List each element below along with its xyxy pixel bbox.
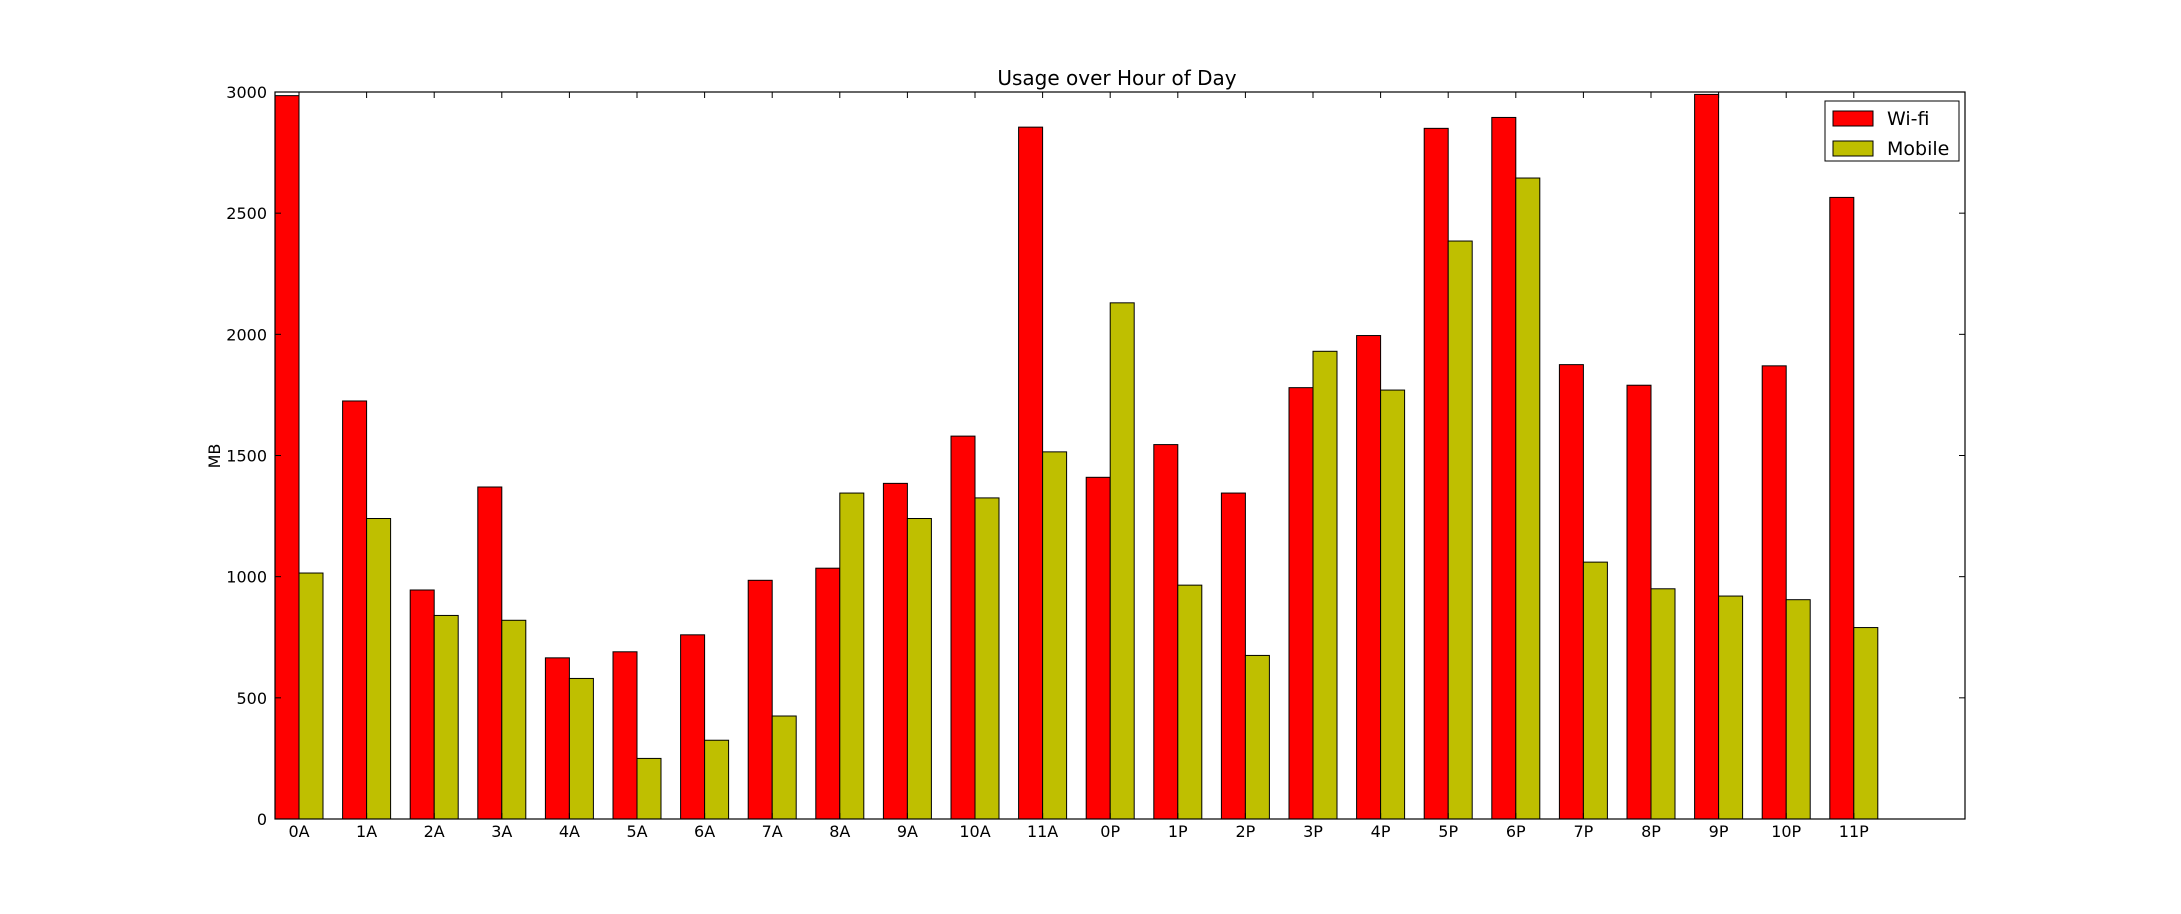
bar-mobile-2P — [1244, 654, 1270, 820]
x-tick-label: 3A — [491, 822, 512, 841]
x-tick-label: 3P — [1303, 822, 1323, 841]
bar-wi-fi-4A — [544, 657, 570, 820]
bar-wi-fi-9A — [882, 482, 908, 820]
bar-wi-fi-8P — [1626, 384, 1652, 820]
x-tick-label: 11A — [1027, 822, 1058, 841]
bar-wi-fi-11P — [1829, 196, 1855, 820]
x-tick-label: 5A — [626, 822, 647, 841]
bar-mobile-10P — [1785, 599, 1811, 820]
bar-wi-fi-4P — [1356, 335, 1382, 820]
y-tick-label: 2000 — [226, 325, 267, 344]
x-tick-label: 7P — [1573, 822, 1593, 841]
bar-mobile-6A — [704, 739, 730, 820]
bar-wi-fi-1A — [342, 400, 368, 820]
plot-frame — [274, 91, 1966, 820]
x-tick-label: 10P — [1771, 822, 1801, 841]
bar-wi-fi-3A — [477, 486, 503, 820]
bar-mobile-11A — [1042, 451, 1068, 820]
bar-mobile-0P — [1109, 302, 1135, 820]
bar-mobile-3P — [1312, 350, 1338, 820]
y-tick-label: 0 — [257, 810, 267, 829]
bar-wi-fi-5A — [612, 651, 638, 820]
x-tick-label: 6P — [1506, 822, 1526, 841]
bar-mobile-11P — [1853, 627, 1879, 820]
x-tick-label: 0A — [288, 822, 309, 841]
bar-wi-fi-11A — [1018, 126, 1044, 820]
bar-mobile-1P — [1177, 584, 1203, 820]
bar-wi-fi-10P — [1761, 365, 1787, 820]
legend-label-wi-fi: Wi-fi — [1887, 108, 1929, 130]
bar-wi-fi-9P — [1694, 93, 1720, 820]
bar-wi-fi-5P — [1423, 127, 1449, 820]
bar-wi-fi-0A — [274, 95, 300, 820]
bar-wi-fi-2A — [409, 589, 435, 820]
bar-wi-fi-8A — [815, 567, 841, 820]
x-tick-label: 4A — [559, 822, 580, 841]
x-tick-label: 2P — [1235, 822, 1255, 841]
y-tick-label: 2500 — [226, 204, 267, 223]
bar-mobile-2A — [433, 614, 459, 820]
x-tick-label: 9A — [897, 822, 918, 841]
axis-ticks: 0A 1A 2A 3A 4A 5A 6A 7A 8A 9A 10A 11A 0P 1P 2P 3P 4P 5P 6P… — [226, 83, 1965, 841]
x-tick-label: 9P — [1709, 822, 1729, 841]
bar-mobile-5A — [636, 757, 662, 820]
bar-mobile-9P — [1718, 595, 1744, 820]
x-tick-label: 2A — [424, 822, 445, 841]
bar-mobile-8A — [839, 492, 865, 820]
bar-wi-fi-6A — [680, 634, 706, 820]
legend-swatch-mobile — [1832, 140, 1874, 157]
bar-mobile-0A — [298, 572, 324, 820]
bar-mobile-9A — [906, 518, 932, 820]
bar-wi-fi-1P — [1153, 444, 1179, 820]
y-tick-label: 1000 — [226, 568, 267, 587]
bar-mobile-8P — [1650, 588, 1676, 820]
x-tick-label: 11P — [1839, 822, 1869, 841]
bar-mobile-5P — [1447, 240, 1473, 820]
bar-mobile-10A — [974, 497, 1000, 820]
bar-wi-fi-10A — [950, 435, 976, 820]
x-tick-label: 5P — [1438, 822, 1458, 841]
bar-wi-fi-7A — [747, 579, 773, 820]
bar-mobile-7A — [771, 715, 797, 820]
x-tick-label: 0P — [1100, 822, 1120, 841]
bar-mobile-1A — [366, 518, 392, 820]
bar-mobile-4A — [568, 677, 594, 820]
bar-mobile-3A — [501, 619, 527, 820]
bar-wi-fi-6P — [1491, 116, 1517, 820]
y-tick-label: 500 — [236, 689, 267, 708]
bar-mobile-4P — [1380, 389, 1406, 820]
legend-label-mobile: Mobile — [1887, 138, 1949, 160]
bar-mobile-6P — [1515, 177, 1541, 820]
x-tick-label: 1A — [356, 822, 377, 841]
y-axis-label: MB — [205, 444, 224, 469]
bar-mobile-7P — [1582, 561, 1608, 820]
x-tick-label: 4P — [1371, 822, 1391, 841]
bar-wi-fi-7P — [1558, 364, 1584, 820]
legend-swatch-wi-fi — [1832, 110, 1874, 127]
x-tick-label: 6A — [694, 822, 715, 841]
y-tick-label: 1500 — [226, 447, 267, 466]
legend: Wi-fi Mobile — [1824, 100, 1960, 162]
x-tick-label: 8A — [829, 822, 850, 841]
bar-wi-fi-2P — [1220, 492, 1246, 820]
x-tick-label: 10A — [959, 822, 990, 841]
chart-title: Usage over Hour of Day — [997, 66, 1236, 90]
bar-wi-fi-3P — [1288, 387, 1314, 820]
bar-wi-fi-0P — [1085, 476, 1111, 820]
x-tick-label: 8P — [1641, 822, 1661, 841]
bars-group — [274, 93, 1879, 820]
x-tick-label: 1P — [1168, 822, 1188, 841]
y-tick-label: 3000 — [226, 83, 267, 102]
x-tick-label: 7A — [762, 822, 783, 841]
